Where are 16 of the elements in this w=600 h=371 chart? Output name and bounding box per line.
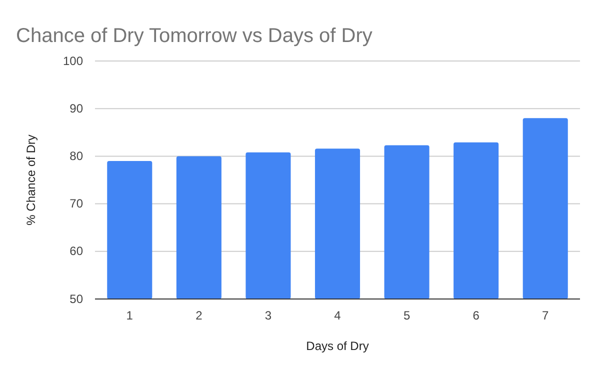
y-tick-label: 90 <box>70 101 84 116</box>
y-tick-label: 50 <box>70 292 84 306</box>
chart-title: Chance of Dry Tomorrow vs Days of Dry <box>16 25 372 47</box>
y-tick-label: 70 <box>70 196 84 211</box>
x-tick-label: 4 <box>334 308 342 323</box>
y-axis-title: % Chance of Dry <box>24 134 38 226</box>
y-tick-label: 100 <box>62 54 84 68</box>
x-tick-label: 6 <box>472 308 480 323</box>
x-tick-label: 3 <box>264 308 272 323</box>
x-tick-label: 2 <box>196 308 203 323</box>
x-tick-label: 7 <box>542 308 550 323</box>
x-axis-title: Days of Dry <box>306 339 369 353</box>
y-tick-label: 80 <box>70 149 84 164</box>
x-tick-label: 1 <box>126 308 134 323</box>
y-tick-label: 60 <box>70 244 84 258</box>
x-tick-label: 5 <box>403 308 410 323</box>
